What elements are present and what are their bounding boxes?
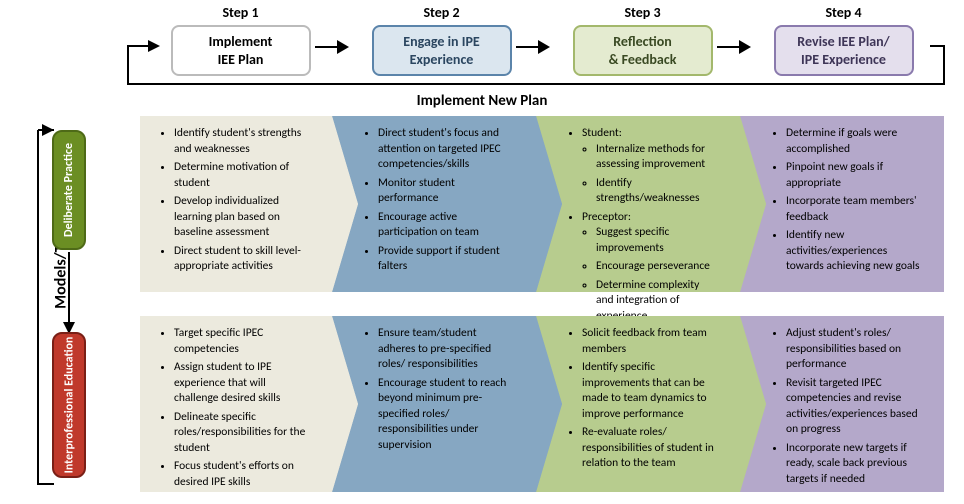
interprofessional-education-pill: Interprofessional Education	[52, 332, 86, 478]
dp-cell-2: Direct student's focus and attention on …	[332, 116, 536, 292]
deliberate-practice-pill: Deliberate Practice	[52, 130, 86, 250]
list-item: Encourage active participation on team	[378, 210, 512, 241]
ie-cell-3: Solicit feedback from team members Ident…	[536, 316, 740, 492]
list-item: Preceptor: Suggest specific improvements…	[582, 210, 716, 325]
ie-cell-3-list: Solicit feedback from team members Ident…	[566, 326, 716, 472]
step-num-3: Step 3	[542, 4, 743, 21]
step1-l1: Implement	[209, 33, 273, 50]
list-item: Identify student's strengths and weaknes…	[174, 126, 308, 157]
step-num-2: Step 2	[341, 4, 542, 21]
step1-l2: IEE Plan	[218, 51, 264, 68]
list-item: Encourage perseverance	[596, 259, 716, 275]
chevron-row-dp: Identify student's strengths and weaknes…	[140, 116, 944, 292]
dp-cell-4: Determine if goals were accomplished Pin…	[740, 116, 944, 292]
step-box-2: Engage in IPE Experience	[372, 25, 512, 76]
step3-l1: Reflection	[613, 33, 672, 50]
dp-cell-3: Student: Internalize methods for assessi…	[536, 116, 740, 292]
list-item: Solicit feedback from team members	[582, 326, 716, 357]
step-col-3: Step 3 Reflection & Feedback	[542, 4, 743, 76]
dp-cell-1-list: Identify student's strengths and weaknes…	[158, 126, 308, 275]
dp-cell-3-list: Student: Internalize methods for assessi…	[566, 126, 716, 324]
list-item: Provide support if student falters	[378, 244, 512, 275]
step-box-3: Reflection & Feedback	[573, 25, 713, 76]
list-item: Direct student to skill level-appropriat…	[174, 244, 308, 275]
list-item: Identify strengths/weaknesses	[596, 176, 716, 207]
ie-cell-2: Ensure team/student adheres to pre-speci…	[332, 316, 536, 492]
step-num-1: Step 1	[140, 4, 341, 21]
list-item: Student: Internalize methods for assessi…	[582, 126, 716, 207]
ie-cell-4-list: Adjust student's roles/ responsibilities…	[770, 326, 920, 487]
step3-l2: & Feedback	[609, 51, 677, 68]
step2-l1: Engage in IPE	[403, 33, 479, 50]
list-item: Ensure team/student adheres to pre-speci…	[378, 326, 512, 373]
list-item: Focus student's efforts on desired IPE s…	[174, 459, 308, 490]
list-item: Determine if goals were accomplished	[786, 126, 920, 157]
list-item: Incorporate team members' feedback	[786, 194, 920, 225]
dp-cell-1: Identify student's strengths and weaknes…	[140, 116, 332, 292]
list-item: Determine motivation of student	[174, 160, 308, 191]
step4-l1: Revise IEE Plan/	[797, 33, 889, 50]
step-box-4: Revise IEE Plan/ IPE Experience	[774, 25, 914, 76]
list-item: Assign student to IPE experience that wi…	[174, 360, 308, 407]
list-item: Develop individualized learning plan bas…	[174, 194, 308, 241]
step2-l2: Experience	[410, 51, 474, 68]
list-item: Direct student's focus and attention on …	[378, 126, 512, 173]
list-item: Target specific IPEC competencies	[174, 326, 308, 357]
list-item: Internalize methods for assessing improv…	[596, 142, 716, 173]
step-col-2: Step 2 Engage in IPE Experience	[341, 4, 542, 76]
step-num-4: Step 4	[743, 4, 944, 21]
ie-cell-1: Target specific IPEC competencies Assign…	[140, 316, 332, 492]
list-item: Identify new activities/experiences towa…	[786, 228, 920, 275]
list-item: Adjust student's roles/ responsibilities…	[786, 326, 920, 373]
ie-pill-text: Interprofessional Education	[62, 337, 76, 474]
list-item: Identify specific improvements that can …	[582, 360, 716, 422]
step-box-1: Implement IEE Plan	[171, 25, 311, 76]
ie-cell-4: Adjust student's roles/ responsibilities…	[740, 316, 944, 492]
step-col-1: Step 1 Implement IEE Plan	[140, 4, 341, 76]
diagram-root: Models/Theories Step 1 Implement IEE Pla…	[0, 0, 964, 504]
chevron-row-ie: Target specific IPEC competencies Assign…	[140, 316, 944, 492]
dp-cell-4-list: Determine if goals were accomplished Pin…	[770, 126, 920, 275]
list-item: Re-evaluate roles/ responsibilities of s…	[582, 425, 716, 472]
list-item: Suggest specific improvements	[596, 225, 716, 256]
arrow-line-1	[315, 46, 339, 48]
arrow-line-3	[717, 46, 741, 48]
list-item: Incorporate new targets if ready, scale …	[786, 441, 920, 488]
implement-new-plan-label: Implement New Plan	[0, 92, 964, 110]
list-item: Encourage student to reach beyond minimu…	[378, 376, 512, 454]
list-item: Pinpoint new goals if appropriate	[786, 160, 920, 191]
step-col-4: Step 4 Revise IEE Plan/ IPE Experience	[743, 4, 944, 76]
step-header-row: Step 1 Implement IEE Plan Step 2 Engage …	[140, 4, 944, 74]
list-item: Monitor student performance	[378, 176, 512, 207]
list-item: Revisit targeted IPEC competencies and r…	[786, 376, 920, 438]
list-item: Delineate specific roles/responsibilitie…	[174, 410, 308, 457]
dp-cell-2-list: Direct student's focus and attention on …	[362, 126, 512, 275]
arrow-line-2	[516, 46, 540, 48]
dp-pill-text: Deliberate Practice	[62, 143, 76, 237]
step4-l2: IPE Experience	[801, 51, 886, 68]
ie-cell-1-list: Target specific IPEC competencies Assign…	[158, 326, 308, 490]
ie-cell-2-list: Ensure team/student adheres to pre-speci…	[362, 326, 512, 453]
